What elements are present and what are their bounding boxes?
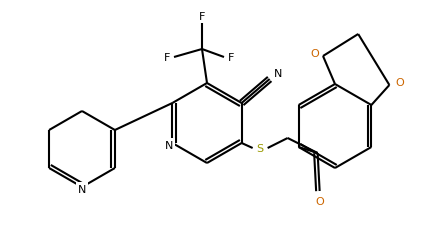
Text: F: F	[164, 53, 170, 63]
Text: N: N	[273, 69, 282, 79]
Text: S: S	[256, 143, 263, 153]
Text: O: O	[315, 196, 324, 206]
Text: O: O	[311, 49, 319, 59]
Text: O: O	[395, 78, 404, 88]
Text: F: F	[228, 53, 234, 63]
Text: N: N	[165, 140, 173, 150]
Text: F: F	[199, 12, 205, 22]
Text: N: N	[78, 184, 86, 194]
